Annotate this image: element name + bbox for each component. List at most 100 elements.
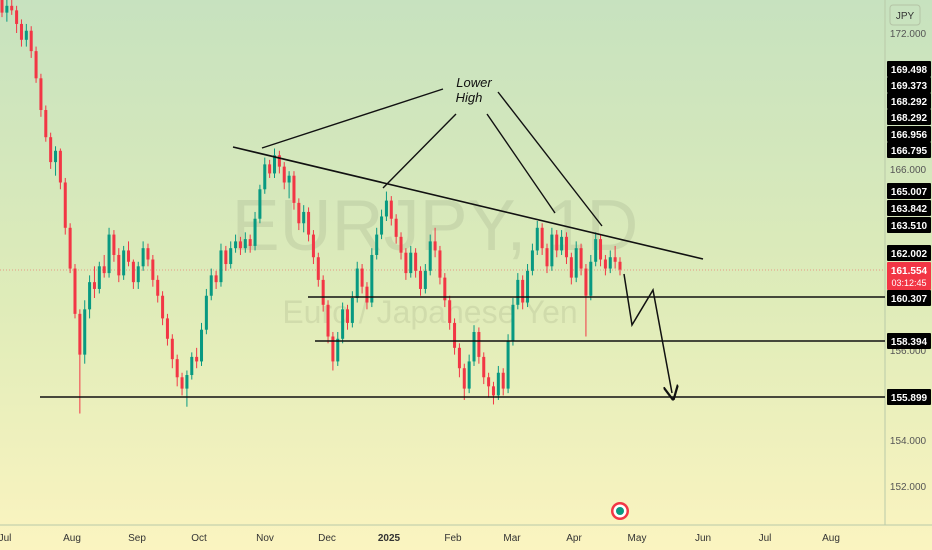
candle-body [414, 252, 418, 271]
candle-body [521, 279, 525, 303]
candle-body [58, 150, 62, 183]
candle-body [292, 175, 296, 203]
candle-body [491, 386, 495, 396]
candle-body [156, 279, 160, 296]
candle-body [49, 137, 53, 163]
currency-badge: JPY [889, 4, 921, 26]
candle-body [268, 164, 272, 174]
candle-body [78, 313, 82, 355]
candle-body [24, 30, 28, 40]
x-tick-label: Jul [0, 533, 11, 544]
candle-body [175, 359, 179, 378]
x-tick-label: Oct [191, 533, 207, 544]
time-axis: Jul Aug Sep Oct Nov Dec 2025 Feb Mar Apr May Jun Jul… [0, 533, 840, 544]
candle-body [204, 295, 208, 330]
price-label-text: 166.956 [891, 130, 928, 141]
candle-body [97, 266, 101, 289]
candles-group [0, 0, 622, 414]
event-icon[interactable] [611, 502, 629, 520]
pointer-line-2 [382, 113, 457, 189]
candle-body [54, 150, 58, 163]
price-label-text: 166.795 [891, 146, 928, 157]
candle-body [350, 298, 354, 323]
candle-body [234, 241, 238, 249]
candle-body [530, 250, 534, 271]
candle-body [39, 78, 43, 111]
candle-body [214, 275, 218, 283]
candle-body [88, 282, 92, 310]
candle-body [599, 239, 603, 260]
candle-body [409, 252, 413, 274]
candle-body [477, 331, 481, 357]
candle-body [243, 239, 247, 249]
price-label-text: 169.373 [891, 81, 928, 92]
candle-body [170, 338, 174, 360]
candle-body [384, 200, 388, 217]
x-tick-label: Feb [444, 533, 462, 544]
candle-body [516, 279, 520, 305]
candle-body [180, 377, 184, 389]
candle-body [63, 182, 67, 228]
candle-body [331, 336, 335, 362]
price-label-badge [887, 217, 931, 233]
candle-body [569, 257, 573, 278]
price-axis: 172.000 166.000 156.000 154.000 152.000 169.4… [887, 29, 931, 493]
candle-body [448, 300, 452, 323]
candle-body [73, 268, 77, 314]
x-tick-label: Jul [759, 533, 772, 544]
candle-body [564, 236, 568, 258]
candle-body [555, 234, 559, 251]
candle-body [15, 10, 19, 24]
candle-body [496, 372, 500, 396]
candle-body [195, 356, 199, 362]
candle-body [336, 338, 340, 362]
candle-body [321, 279, 325, 305]
candle-body [389, 200, 393, 219]
candle-body [272, 155, 277, 174]
price-label-badge [887, 200, 931, 216]
price-label-badge [887, 245, 931, 261]
annotation-line1: Lower [456, 75, 492, 90]
candle-body [258, 189, 262, 219]
candle-body [282, 166, 286, 183]
x-tick-label: Dec [318, 533, 336, 544]
candle-body [360, 268, 364, 287]
candle-body [307, 211, 311, 235]
candle-body [613, 257, 617, 262]
candle-body [151, 259, 155, 280]
price-label-badge [887, 126, 931, 142]
price-label-text: 168.292 [891, 113, 928, 124]
candle-body [511, 304, 515, 342]
candle-body [117, 254, 121, 276]
price-label-badge [887, 389, 931, 405]
candle-body [404, 252, 408, 274]
candle-body [112, 234, 116, 255]
price-label-text: 160.307 [891, 294, 928, 305]
candle-body [127, 250, 131, 262]
candle-body [584, 268, 588, 296]
candle-body [560, 236, 564, 251]
candle-body [5, 5, 9, 13]
candle-body [594, 239, 598, 262]
x-tick-label: Mar [503, 533, 521, 544]
current-price-badge [887, 262, 931, 290]
candle-body [472, 331, 476, 362]
candle-body [209, 275, 213, 296]
candle-body [263, 164, 267, 190]
candle-body [462, 368, 466, 389]
current-price-value: 161.554 [891, 266, 928, 277]
candle-body [83, 309, 87, 355]
candle-body [482, 356, 486, 378]
price-label-text: 163.842 [891, 204, 928, 215]
candle-body [44, 110, 48, 138]
candle-body [229, 248, 233, 265]
candle-body [394, 218, 398, 237]
candle-body [161, 295, 165, 319]
price-label-text: 168.292 [891, 97, 928, 108]
candle-body [506, 341, 510, 389]
x-tick-label: Apr [566, 533, 582, 544]
candle-body [467, 361, 471, 389]
candle-body [589, 261, 593, 296]
candle-body [297, 202, 301, 224]
